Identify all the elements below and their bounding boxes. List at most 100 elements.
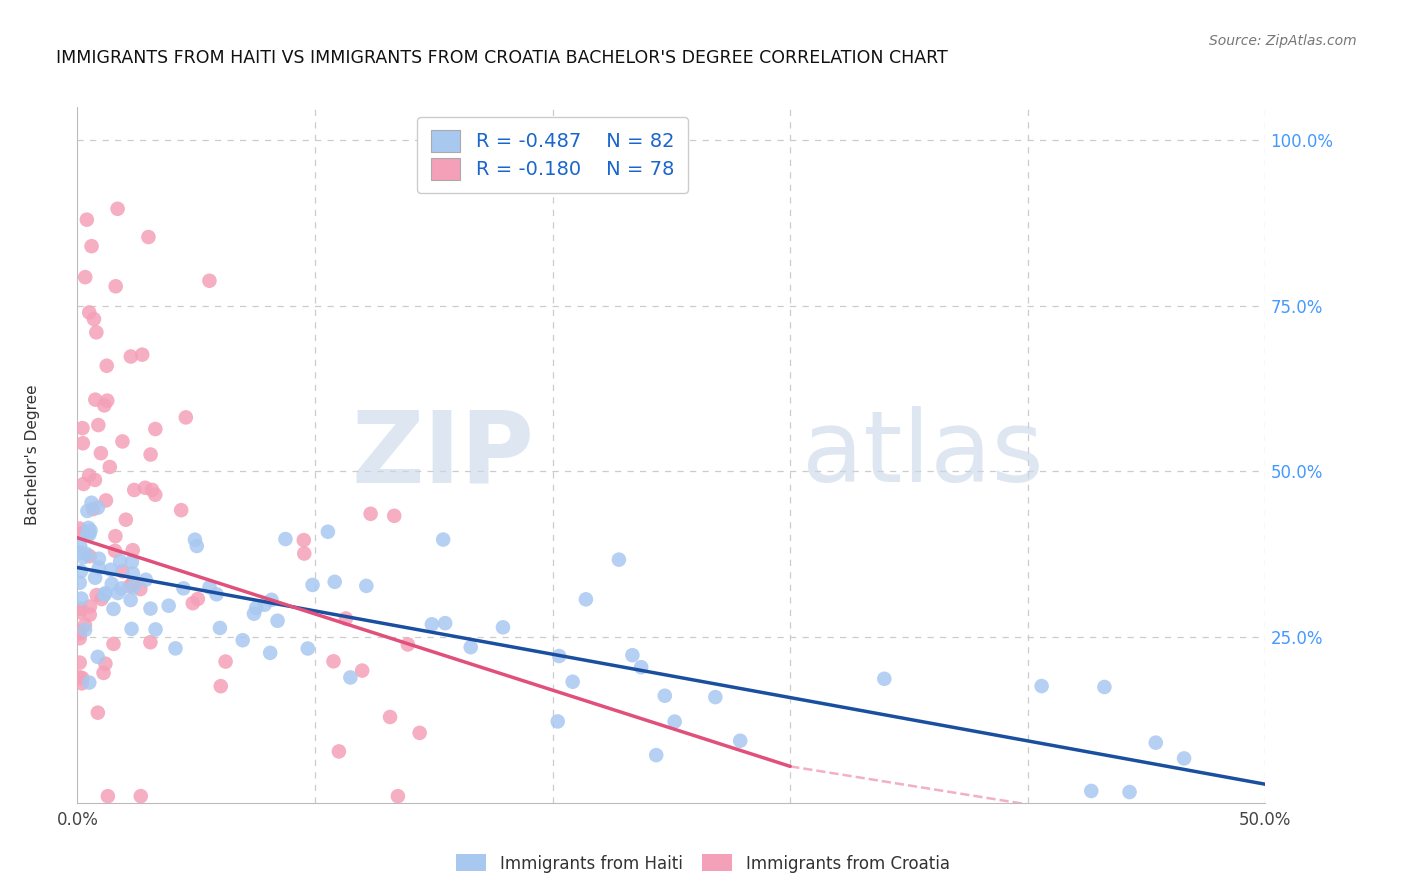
Text: IMMIGRANTS FROM HAITI VS IMMIGRANTS FROM CROATIA BACHELOR'S DEGREE CORRELATION C: IMMIGRANTS FROM HAITI VS IMMIGRANTS FROM…	[56, 49, 948, 67]
Point	[135, 573, 157, 587]
Point	[245, 601, 267, 615]
Point	[84, 571, 107, 585]
Point	[352, 664, 374, 678]
Point	[356, 579, 378, 593]
Point	[382, 508, 405, 523]
Point	[80, 239, 103, 253]
Point	[84, 473, 107, 487]
Point	[316, 524, 339, 539]
Point	[339, 670, 361, 684]
Point	[131, 348, 153, 362]
Point	[104, 279, 127, 293]
Point	[396, 637, 419, 651]
Point	[253, 598, 276, 612]
Point	[93, 665, 115, 680]
Point	[1118, 785, 1140, 799]
Point	[434, 616, 457, 631]
Point	[104, 529, 127, 543]
Point	[90, 592, 112, 607]
Point	[174, 410, 197, 425]
Point	[460, 640, 482, 655]
Point	[98, 459, 121, 474]
Point	[69, 670, 91, 684]
Point	[69, 626, 91, 640]
Point	[134, 481, 156, 495]
Legend: R = -0.487    N = 82, R = -0.180    N = 78: R = -0.487 N = 82, R = -0.180 N = 78	[418, 117, 688, 194]
Point	[76, 212, 98, 227]
Point	[75, 270, 97, 285]
Point	[297, 641, 319, 656]
Point	[145, 623, 167, 637]
Point	[97, 789, 120, 804]
Point	[420, 617, 443, 632]
Point	[94, 493, 117, 508]
Point	[87, 418, 110, 433]
Point	[165, 641, 187, 656]
Point	[69, 539, 91, 553]
Point	[323, 574, 346, 589]
Point	[107, 202, 129, 216]
Point	[69, 632, 91, 646]
Point	[181, 596, 204, 610]
Point	[76, 504, 98, 518]
Text: ZIP: ZIP	[352, 407, 534, 503]
Point	[1173, 751, 1195, 765]
Point	[87, 706, 110, 720]
Point	[139, 635, 162, 649]
Point	[103, 602, 125, 616]
Point	[79, 527, 101, 541]
Point	[69, 605, 91, 619]
Point	[575, 592, 598, 607]
Point	[645, 748, 668, 763]
Point	[107, 586, 129, 600]
Legend: Immigrants from Haiti, Immigrants from Croatia: Immigrants from Haiti, Immigrants from C…	[450, 847, 956, 880]
Point	[70, 591, 93, 606]
Point	[122, 566, 145, 581]
Point	[121, 543, 143, 558]
Point	[103, 637, 125, 651]
Point	[492, 620, 515, 634]
Point	[87, 560, 110, 574]
Point	[292, 533, 315, 548]
Point	[335, 611, 357, 625]
Point	[77, 468, 100, 483]
Point	[110, 554, 132, 568]
Point	[80, 496, 103, 510]
Point	[186, 539, 208, 553]
Point	[408, 726, 430, 740]
Point	[94, 586, 117, 600]
Point	[96, 393, 118, 408]
Point	[259, 646, 281, 660]
Point	[72, 550, 94, 565]
Point	[704, 690, 727, 704]
Point	[172, 582, 194, 596]
Point	[129, 582, 152, 596]
Point	[607, 552, 630, 566]
Point	[86, 588, 108, 602]
Point	[387, 789, 409, 804]
Text: Bachelor's Degree: Bachelor's Degree	[25, 384, 39, 525]
Point	[209, 679, 232, 693]
Point	[205, 587, 228, 601]
Point	[129, 789, 152, 804]
Point	[72, 436, 94, 450]
Point	[69, 624, 91, 639]
Point	[561, 674, 583, 689]
Point	[157, 599, 180, 613]
Point	[432, 533, 454, 547]
Point	[139, 448, 162, 462]
Point	[94, 657, 117, 671]
Point	[143, 422, 166, 436]
Point	[548, 648, 571, 663]
Point	[266, 614, 288, 628]
Point	[122, 580, 145, 594]
Point	[69, 545, 91, 559]
Point	[232, 633, 254, 648]
Point	[69, 602, 91, 616]
Point	[69, 575, 91, 590]
Point	[274, 532, 297, 546]
Point	[328, 744, 350, 758]
Point	[79, 599, 101, 614]
Point	[118, 579, 141, 593]
Point	[198, 580, 221, 594]
